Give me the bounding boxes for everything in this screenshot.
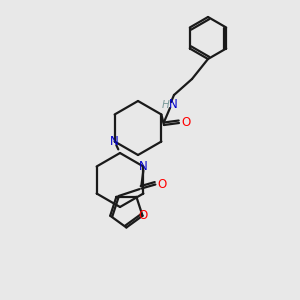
Text: N: N [169,98,177,112]
Text: N: N [110,135,119,148]
Text: N: N [139,160,148,173]
Text: H: H [162,100,170,110]
Text: O: O [138,209,147,222]
Text: O: O [182,116,190,130]
Text: O: O [158,178,167,191]
